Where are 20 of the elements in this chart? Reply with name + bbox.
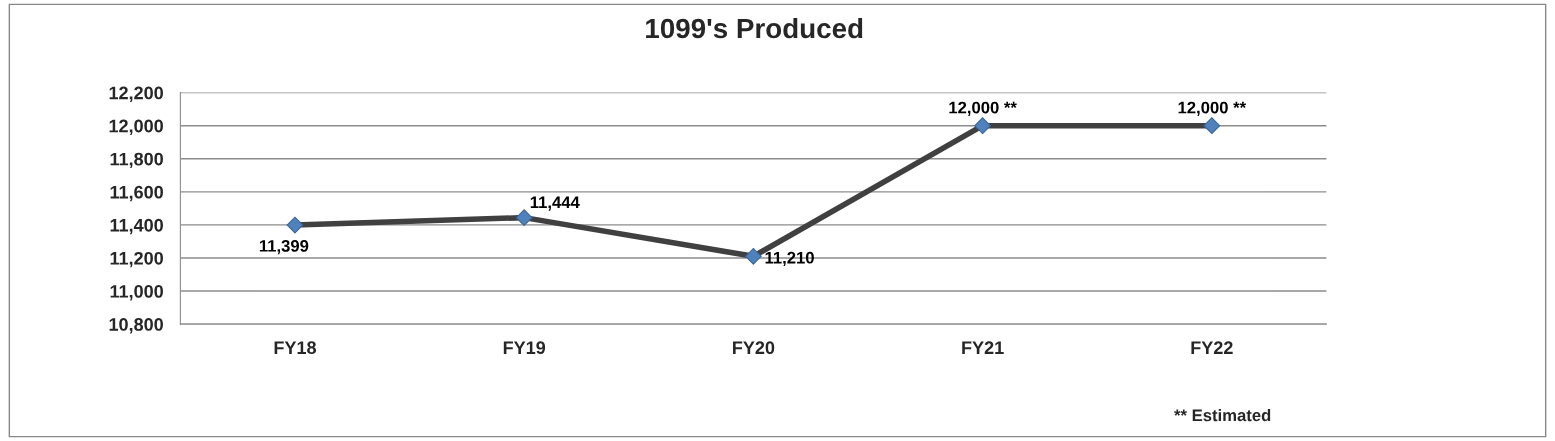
data-label: 11,210: [765, 251, 814, 266]
y-tick-label: 11,600: [110, 185, 163, 202]
y-tick-label: 11,000: [110, 284, 163, 301]
x-tick-label: FY21: [962, 341, 1004, 354]
x-tick-label: FY22: [1191, 341, 1233, 354]
y-tick-label: 11,400: [110, 218, 163, 235]
y-tick-label: 11,200: [110, 251, 163, 268]
y-tick-label: 12,000: [109, 119, 163, 136]
y-tick-label: 12,200: [109, 86, 163, 102]
x-tick-label: FY18: [274, 341, 317, 355]
y-tick-label: 10,800: [109, 318, 163, 334]
x-tick-label: FY19: [503, 341, 546, 355]
data-label: 11,444: [530, 196, 580, 211]
data-label: 11,399: [259, 239, 309, 255]
chart-title: 1099's Produced: [646, 17, 863, 39]
data-label: 12,000 **: [949, 101, 1017, 116]
x-tick-label: FY20: [733, 341, 775, 355]
data-label: 12,000 **: [1178, 101, 1247, 116]
y-tick-label: 11,800: [110, 152, 163, 169]
text: ** Estimated: [1174, 408, 1271, 422]
